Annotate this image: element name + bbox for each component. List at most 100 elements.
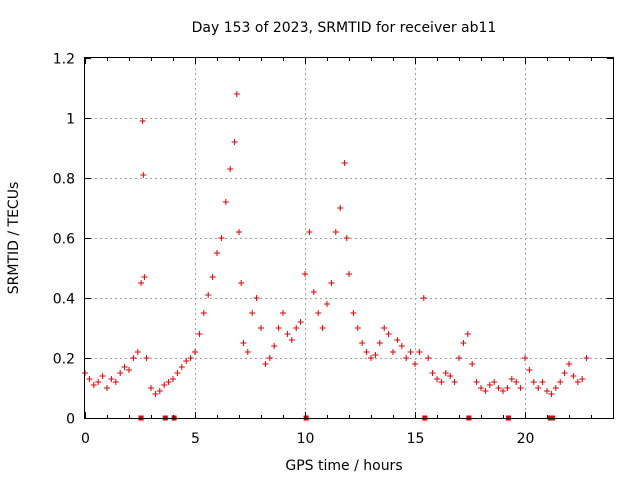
data-point [249, 310, 256, 316]
x-tick-label: 0 [81, 431, 90, 447]
data-point [271, 343, 278, 349]
data-point [165, 379, 172, 385]
data-point [539, 379, 546, 385]
data-point [174, 370, 181, 376]
data-point [544, 388, 550, 394]
data-point [561, 370, 568, 376]
data-point [328, 280, 335, 286]
data-point [332, 229, 339, 235]
data-point [209, 274, 216, 280]
data-point [187, 355, 194, 361]
data-point [262, 361, 269, 367]
data-point [310, 289, 317, 295]
data-point [341, 160, 348, 166]
data-point [394, 337, 401, 343]
data-point [156, 388, 163, 394]
data-point [266, 355, 273, 361]
data-point [343, 235, 350, 241]
data-point [434, 376, 440, 382]
y-tick-label: 0 [66, 412, 75, 428]
data-point [350, 310, 357, 316]
data-point [117, 370, 124, 376]
data-point [473, 379, 480, 385]
data-point [526, 367, 533, 373]
data-point [200, 310, 207, 316]
data-point [258, 325, 264, 331]
data-point [121, 364, 128, 370]
data-point [240, 340, 247, 346]
data-point [390, 349, 396, 355]
data-point [579, 376, 586, 382]
data-point [288, 337, 295, 343]
data-point [236, 229, 242, 235]
data-point [482, 388, 489, 394]
data-point [104, 385, 110, 391]
data-point [464, 331, 471, 337]
data-point [319, 325, 326, 331]
data-point [469, 361, 476, 367]
y-tick-label: 0.2 [53, 352, 75, 368]
data-point [192, 349, 198, 355]
data-point [143, 355, 150, 361]
data-point [513, 379, 520, 385]
data-point [535, 385, 542, 391]
data-points [82, 91, 590, 397]
data-point [99, 373, 106, 379]
data-point [583, 355, 590, 361]
data-point [233, 91, 240, 97]
plot-frame [84, 57, 614, 419]
data-point [134, 349, 141, 355]
data-point [495, 385, 502, 391]
data-point [90, 382, 97, 388]
data-point [196, 331, 203, 337]
data-point [478, 385, 484, 391]
data-point [170, 376, 176, 382]
data-point [376, 340, 383, 346]
data-point [412, 361, 418, 367]
data-point [530, 379, 537, 385]
data-point [148, 385, 154, 391]
data-point [398, 343, 405, 349]
data-point [517, 385, 524, 391]
data-point [112, 379, 119, 385]
x-tick-label: 20 [517, 431, 535, 447]
data-point [363, 349, 370, 355]
data-point [574, 379, 581, 385]
data-point [460, 340, 467, 346]
data-point [403, 355, 410, 361]
data-point [552, 385, 559, 391]
data-point [447, 373, 454, 379]
data-point [108, 376, 115, 382]
data-point [407, 349, 414, 355]
data-point [420, 295, 427, 301]
x-axis-tick-labels: 0 5 10 15 20 [81, 431, 534, 447]
data-point [222, 199, 229, 205]
data-point [486, 382, 493, 388]
data-point [385, 331, 392, 337]
data-point [178, 364, 185, 370]
data-point [231, 139, 238, 145]
data-point [227, 166, 234, 172]
data-point [218, 235, 225, 241]
data-point [508, 376, 515, 382]
y-tick-label: 1.2 [53, 52, 75, 68]
data-point [297, 319, 304, 325]
data-point [244, 349, 251, 355]
data-point [183, 358, 190, 364]
y-tick-label: 0.8 [53, 172, 75, 188]
y-tick-label: 0.4 [53, 292, 75, 308]
data-point [429, 370, 436, 376]
data-point [138, 280, 145, 286]
data-point [337, 205, 344, 211]
data-point [141, 274, 148, 280]
data-point [95, 379, 102, 385]
y-tick-label: 0.6 [53, 232, 75, 248]
data-point [557, 379, 564, 385]
data-point [346, 271, 352, 277]
x-tick-label: 10 [297, 431, 315, 447]
data-point [359, 340, 366, 346]
data-point [214, 250, 220, 256]
data-point [205, 292, 212, 298]
data-point [570, 373, 577, 379]
